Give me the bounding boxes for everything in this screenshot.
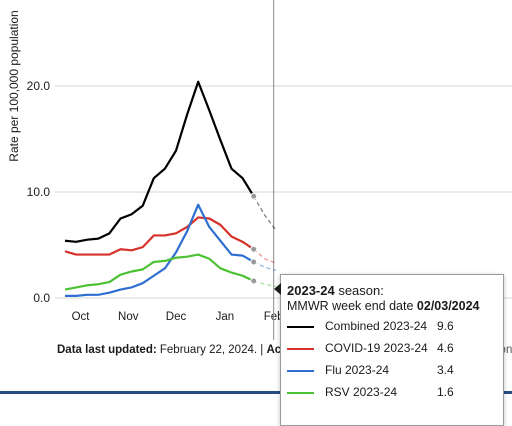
tooltip-season-year: 2023-24 [287,283,335,298]
tooltip-row-rsv: RSV 2023-24 1.6 [287,385,497,401]
highlight-point [250,277,258,285]
tooltip-series-value: 9.6 [437,319,454,333]
tooltip-row-flu: Flu 2023-24 3.4 [287,363,497,379]
x-tick-label: Jan [216,311,235,323]
y-tick-label: 0.0 [33,291,50,305]
tooltip-pointer [274,283,281,295]
tooltip-row-combined: Combined 2023-24 9.6 [287,319,497,335]
y-tick-labels: 0.0 10.0 20.0 [27,79,51,305]
tooltip-week-label: MMWR week end date [287,299,417,313]
highlight-point [250,192,258,200]
tooltip-series-name: Flu 2023-24 [325,363,390,377]
tooltip-season-suffix: season: [334,283,384,298]
highlight-points [250,192,258,285]
chart-tooltip: 2023-24 season: MMWR week end date 02/03… [274,274,504,426]
note-separator: | [260,344,264,356]
tooltip-series-name: Combined 2023-24 [325,319,428,333]
highlight-point [250,258,258,266]
series-line [64,216,255,256]
tooltip-swatch [287,392,314,394]
series-projection-line [253,280,277,287]
x-tick-labels: Oct Nov Dec Jan Feb [72,311,284,323]
series-lines [64,80,277,297]
tooltip-swatch [287,326,314,328]
x-tick-label: Nov [118,311,139,323]
series-projection-line [253,261,277,272]
tooltip-week: MMWR week end date 02/03/2024 [287,299,479,313]
tooltip-swatch [287,348,314,350]
tooltip-series-value: 3.4 [437,363,454,377]
tooltip-season: 2023-24 season: [287,283,384,298]
y-axis-title: Rate per 100,000 population [7,10,21,161]
y-tick-label: 20.0 [27,79,51,93]
gridlines [55,85,512,299]
x-tick-label: Dec [166,311,187,323]
tooltip-series-value: 4.6 [437,341,454,355]
tooltip-series-value: 1.6 [437,385,454,399]
series-line [64,253,255,291]
updated-value: February 22, 2024. [159,344,258,356]
data-updated-note: Data last updated: February 22, 2024. | … [57,344,317,356]
y-tick-label: 10.0 [27,185,51,199]
series-line [64,80,255,243]
series-projection-line [253,248,277,264]
tooltip-swatch [287,370,314,372]
updated-label: Data last updated: [57,344,157,356]
tooltip-row-covid: COVID-19 2023-24 4.6 [287,341,497,357]
tooltip-week-value: 02/03/2024 [416,299,480,313]
series-projection-line [253,195,277,231]
tooltip-series-name: COVID-19 2023-24 [325,341,428,355]
page-divider-bar [0,391,512,394]
tooltip-series-name: RSV 2023-24 [325,385,398,399]
highlight-point [250,245,258,253]
x-tick-label: Oct [72,311,91,323]
series-line [65,203,255,297]
